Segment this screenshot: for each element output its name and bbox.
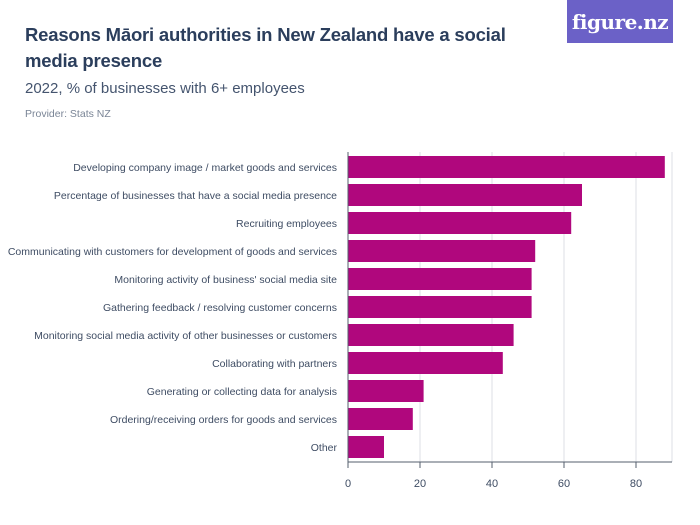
logo-text: figure.nz [571, 9, 669, 34]
provider-credit: Provider: Stats NZ [25, 108, 111, 120]
x-tick-label: 60 [558, 478, 570, 490]
category-label: Monitoring activity of business' social … [114, 274, 337, 286]
bar [348, 184, 582, 206]
figure-nz-logo[interactable]: figure.nz [567, 0, 673, 43]
bar [348, 268, 532, 290]
chart-subtitle: 2022, % of businesses with 6+ employees [25, 80, 305, 97]
category-label: Collaborating with partners [212, 358, 337, 370]
x-tick-label: 80 [630, 478, 642, 490]
bar [348, 436, 384, 458]
bar [348, 156, 665, 178]
bar [348, 380, 424, 402]
bar [348, 212, 572, 234]
category-label: Percentage of businesses that have a soc… [54, 190, 337, 202]
bar [348, 296, 532, 318]
category-label: Monitoring social media activity of othe… [34, 330, 337, 342]
x-tick-label: 40 [486, 478, 498, 490]
bar [348, 408, 413, 430]
category-label: Communicating with customers for develop… [8, 246, 337, 258]
x-tick-label: 20 [414, 478, 426, 490]
category-label: Gathering feedback / resolving customer … [103, 302, 337, 314]
bar [348, 352, 503, 374]
category-label: Generating or collecting data for analys… [147, 386, 337, 398]
chart-title: Reasons Māori authorities in New Zealand… [25, 24, 506, 71]
category-label: Developing company image / market goods … [73, 162, 337, 174]
category-label: Other [311, 442, 338, 454]
bar [348, 324, 514, 346]
category-label: Ordering/receiving orders for goods and … [110, 414, 337, 426]
x-tick-label: 0 [345, 478, 351, 490]
category-label: Recruiting employees [236, 218, 337, 230]
bar [348, 240, 536, 262]
